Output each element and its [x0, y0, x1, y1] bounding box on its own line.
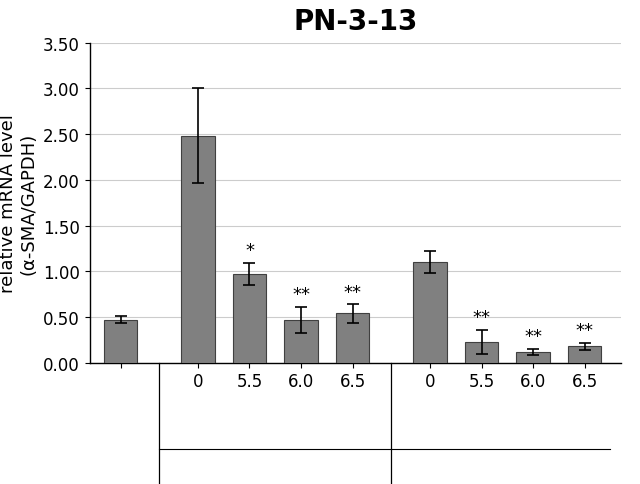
Bar: [516, 352, 550, 363]
Bar: [465, 342, 499, 363]
Bar: [181, 136, 214, 363]
Text: **: **: [292, 286, 310, 303]
Bar: [568, 347, 602, 363]
Bar: [284, 320, 318, 363]
Bar: [104, 320, 138, 363]
Bar: [336, 314, 369, 363]
Title: PN-3-13: PN-3-13: [293, 8, 417, 36]
Text: **: **: [344, 283, 362, 301]
Text: **: **: [524, 328, 542, 346]
Text: *: *: [245, 242, 254, 260]
Bar: [233, 274, 266, 363]
Bar: [413, 263, 447, 363]
Text: **: **: [576, 321, 594, 339]
Text: **: **: [472, 308, 490, 327]
Y-axis label: relative mRNA level
(α-SMA/GAPDH): relative mRNA level (α-SMA/GAPDH): [0, 114, 38, 292]
